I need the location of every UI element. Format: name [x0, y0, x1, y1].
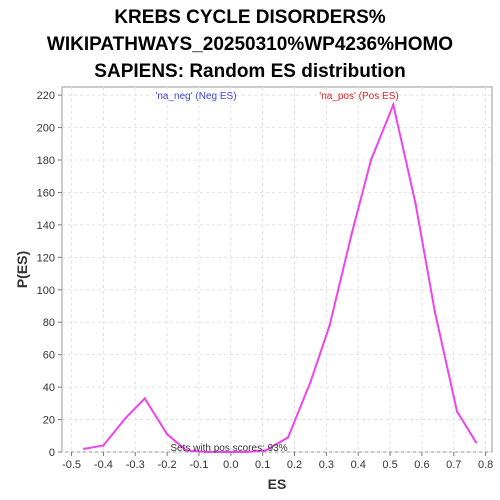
y-tick-label: 20: [43, 415, 55, 427]
data-point: [414, 202, 417, 205]
x-tick-label: 0.5: [382, 459, 397, 471]
data-point: [226, 450, 229, 454]
y-tick-label: 160: [37, 187, 55, 199]
x-axis-label: ES: [268, 476, 287, 492]
y-tick-label: 180: [37, 155, 55, 167]
plot-area: [61, 86, 493, 453]
y-tick-label: 100: [37, 285, 55, 297]
y-tick-label: 140: [37, 220, 55, 232]
data-point: [124, 416, 127, 420]
x-tick-label: 0.6: [414, 459, 429, 471]
data-point: [165, 432, 169, 436]
x-tick-label: 0.7: [446, 459, 461, 471]
data-point: [433, 309, 436, 313]
data-point: [245, 450, 248, 454]
x-tick-label: -0.3: [126, 459, 145, 471]
x-tick-label: 0.1: [255, 459, 270, 471]
x-tick-label: 0.4: [351, 459, 366, 471]
y-tick-label: 200: [37, 123, 55, 135]
x-tick-label: -0.4: [94, 459, 113, 471]
data-point: [455, 410, 459, 413]
data-point: [369, 158, 373, 162]
legend-neg: 'na_neg' (Neg ES): [155, 91, 236, 102]
chart-title-line-2: WIKIPATHWAYS_20250310%WP4236%HOMO: [46, 34, 454, 55]
y-tick-label: 0: [49, 447, 55, 459]
y-tick-label: 80: [43, 317, 55, 329]
y-axis-label: P(ES): [14, 251, 30, 288]
data-point: [350, 231, 354, 235]
x-tick-label: -0.2: [158, 459, 177, 471]
data-point: [264, 449, 268, 452]
data-point: [392, 103, 395, 107]
chart-title: KREBS CYCLE DISORDERS% WIKIPATHWAYS_2025…: [0, 4, 500, 85]
data-point: [204, 450, 207, 454]
y-tick-label: 60: [43, 350, 55, 362]
pos-scores-annotation: Sets with pos scores: 93%: [170, 443, 287, 454]
x-tick-label: 0.3: [319, 459, 334, 471]
chart-title-line-1: KREBS CYCLE DISORDERS%: [114, 7, 386, 28]
data-point: [286, 436, 290, 439]
x-tick-label: 0.2: [287, 459, 302, 471]
x-axis: -0.5 -0.4 -0.3 -0.2 -0.1 0.0 0.1 0.2 0.3 0.4 0.5 0.…: [62, 452, 493, 471]
data-point: [328, 324, 331, 327]
grid: [62, 87, 492, 453]
y-tick-label: 220: [37, 90, 55, 102]
x-tick-label: 0.8: [478, 459, 493, 471]
legend-pos: 'na_pos' (Pos ES): [319, 91, 398, 102]
x-tick-label: 0.0: [223, 459, 238, 471]
x-tick-label: -0.5: [62, 459, 81, 471]
series-line: [84, 101, 477, 453]
data-point: [474, 441, 478, 444]
data-point: [102, 444, 105, 447]
x-tick-label: -0.1: [189, 459, 208, 471]
data-point: [309, 381, 312, 384]
data-point: [83, 447, 86, 450]
data-point: [185, 449, 188, 452]
y-tick-label: 40: [43, 382, 55, 394]
chart-title-line-3: SAPIENS: Random ES distribution: [94, 61, 406, 82]
y-axis: 0 20 40 60 80 100 120 140 160 180 200 220: [37, 90, 62, 459]
data-point: [143, 397, 147, 400]
y-tick-label: 120: [37, 252, 55, 264]
